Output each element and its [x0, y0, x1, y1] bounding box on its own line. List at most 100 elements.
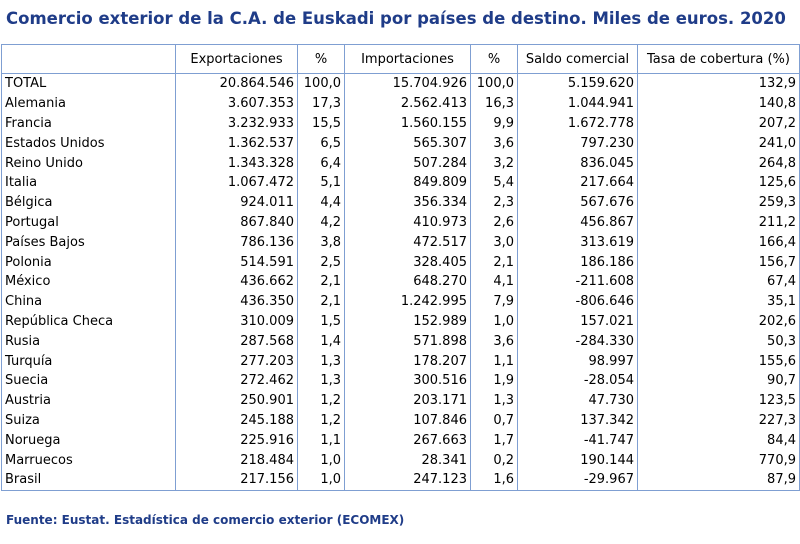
balance-cell: 797.230 [517, 133, 638, 154]
imports-pct-cell: 5,4 [470, 172, 518, 193]
coverage-cell: 132,9 [637, 73, 800, 94]
exports-pct-cell: 1,0 [297, 469, 345, 491]
coverage-cell: 35,1 [637, 291, 800, 312]
coverage-cell: 207,2 [637, 113, 800, 134]
imports-cell: 507.284 [344, 153, 471, 173]
table-row: China 436.350 2,1 1.242.995 7,9 -806.646 35,1 [1, 291, 800, 312]
imports-cell: 328.405 [344, 252, 471, 272]
country-cell: China [1, 291, 176, 312]
exports-cell: 786.136 [175, 232, 298, 253]
imports-pct-cell: 2,1 [470, 252, 518, 272]
imports-pct-cell: 0,2 [470, 450, 518, 470]
imports-pct-cell: 16,3 [470, 93, 518, 114]
header-imports-pct: % [470, 44, 518, 74]
exports-cell: 3.232.933 [175, 113, 298, 134]
exports-cell: 924.011 [175, 192, 298, 213]
header-trade-balance: Saldo comercial [517, 44, 638, 74]
header-coverage-rate: Tasa de cobertura (%) [637, 44, 800, 74]
exports-pct-cell: 1,2 [297, 390, 345, 411]
country-cell: Portugal [1, 212, 176, 233]
imports-pct-cell: 1,1 [470, 351, 518, 371]
exports-cell: 436.350 [175, 291, 298, 312]
table-row: Polonia 514.591 2,5 328.405 2,1 186.186 156,7 [1, 252, 800, 272]
exports-pct-cell: 6,4 [297, 153, 345, 173]
table-row: Noruega 225.916 1,1 267.663 1,7 -41.747 84,4 [1, 430, 800, 451]
coverage-cell: 259,3 [637, 192, 800, 213]
imports-cell: 28.341 [344, 450, 471, 470]
imports-pct-cell: 9,9 [470, 113, 518, 134]
country-cell: Austria [1, 390, 176, 411]
country-cell: México [1, 271, 176, 292]
country-cell: Polonia [1, 252, 176, 272]
imports-cell: 247.123 [344, 469, 471, 491]
exports-cell: 225.916 [175, 430, 298, 451]
exports-pct-cell: 6,5 [297, 133, 345, 154]
balance-cell: 567.676 [517, 192, 638, 213]
exports-pct-cell: 1,1 [297, 430, 345, 451]
balance-cell: 1.044.941 [517, 93, 638, 114]
imports-pct-cell: 3,6 [470, 133, 518, 154]
exports-cell: 3.607.353 [175, 93, 298, 114]
imports-cell: 849.809 [344, 172, 471, 193]
exports-pct-cell: 1,5 [297, 311, 345, 332]
header-imports: Importaciones [344, 44, 471, 74]
balance-cell: 157.021 [517, 311, 638, 332]
exports-pct-cell: 4,4 [297, 192, 345, 213]
table-row: Brasil 217.156 1,0 247.123 1,6 -29.967 87,9 [1, 469, 800, 491]
imports-pct-cell: 1,6 [470, 469, 518, 491]
imports-pct-cell: 100,0 [470, 73, 518, 94]
exports-cell: 217.156 [175, 469, 298, 491]
exports-cell: 250.901 [175, 390, 298, 411]
coverage-cell: 87,9 [637, 469, 800, 491]
exports-cell: 245.188 [175, 410, 298, 431]
table-row: República Checa 310.009 1,5 152.989 1,0 157.0… [1, 311, 800, 332]
imports-cell: 2.562.413 [344, 93, 471, 114]
country-cell: Estados Unidos [1, 133, 176, 154]
exports-pct-cell: 5,1 [297, 172, 345, 193]
imports-pct-cell: 3,2 [470, 153, 518, 173]
imports-pct-cell: 2,3 [470, 192, 518, 213]
exports-pct-cell: 15,5 [297, 113, 345, 134]
coverage-cell: 84,4 [637, 430, 800, 451]
balance-cell: -41.747 [517, 430, 638, 451]
balance-cell: 217.664 [517, 172, 638, 193]
country-cell: Reino Unido [1, 153, 176, 173]
balance-cell: -211.608 [517, 271, 638, 292]
country-cell: República Checa [1, 311, 176, 332]
exports-cell: 1.067.472 [175, 172, 298, 193]
coverage-cell: 155,6 [637, 351, 800, 371]
imports-pct-cell: 1,7 [470, 430, 518, 451]
balance-cell: -806.646 [517, 291, 638, 312]
balance-cell: 836.045 [517, 153, 638, 173]
exports-cell: 310.009 [175, 311, 298, 332]
coverage-cell: 202,6 [637, 311, 800, 332]
header-country [1, 44, 176, 74]
table-row: Francia 3.232.933 15,5 1.560.155 9,9 1.672.77… [1, 113, 800, 134]
imports-cell: 15.704.926 [344, 73, 471, 94]
country-cell: Alemania [1, 93, 176, 114]
coverage-cell: 166,4 [637, 232, 800, 253]
country-cell: Suecia [1, 370, 176, 391]
table-row: México 436.662 2,1 648.270 4,1 -211.608 67,4 [1, 271, 800, 292]
coverage-cell: 67,4 [637, 271, 800, 292]
imports-cell: 1.242.995 [344, 291, 471, 312]
imports-pct-cell: 1,3 [470, 390, 518, 411]
imports-pct-cell: 1,0 [470, 311, 518, 332]
country-cell: Bélgica [1, 192, 176, 213]
coverage-cell: 241,0 [637, 133, 800, 154]
exports-pct-cell: 1,3 [297, 370, 345, 391]
exports-pct-cell: 1,0 [297, 450, 345, 470]
imports-pct-cell: 2,6 [470, 212, 518, 233]
country-cell: Suiza [1, 410, 176, 431]
imports-cell: 356.334 [344, 192, 471, 213]
exports-cell: 514.591 [175, 252, 298, 272]
coverage-cell: 156,7 [637, 252, 800, 272]
coverage-cell: 211,2 [637, 212, 800, 233]
exports-pct-cell: 4,2 [297, 212, 345, 233]
country-cell: Italia [1, 172, 176, 193]
exports-cell: 218.484 [175, 450, 298, 470]
table-row: Estados Unidos 1.362.537 6,5 565.307 3,6 797.… [1, 133, 800, 154]
imports-cell: 178.207 [344, 351, 471, 371]
balance-cell: -28.054 [517, 370, 638, 391]
table-row: Austria 250.901 1,2 203.171 1,3 47.730 123,5 [1, 390, 800, 411]
